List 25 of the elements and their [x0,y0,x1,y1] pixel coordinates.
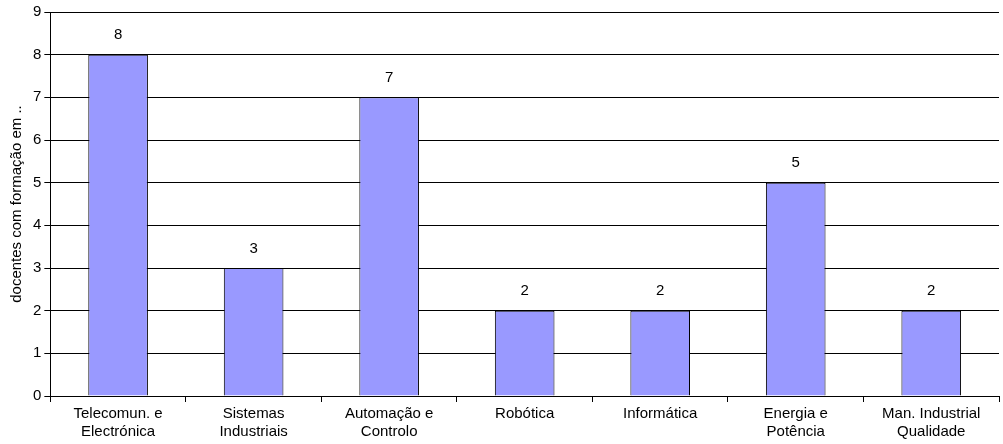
data-label: 5 [791,153,800,171]
data-label: 3 [249,238,258,256]
y-tick-label: 4 [33,215,42,233]
y-tick-label: 0 [33,386,42,404]
data-label: 2 [656,281,665,299]
y-tick-label: 6 [33,130,42,148]
data-label: 2 [927,281,936,299]
y-axis-title: docentes com formação em .. [7,105,25,303]
y-tick-label: 3 [33,258,42,276]
x-tick-label: Sistemas Industriais [219,404,288,440]
y-tick-label: 9 [33,2,42,20]
y-tick-label: 2 [33,300,42,318]
x-tick-label: Energia e Potência [763,404,828,440]
data-label: 7 [384,67,394,85]
x-tick-label: Telecomun. e Electrónica [73,404,163,440]
x-tick-label: Robótica [495,404,555,422]
y-tick-label: 5 [33,172,42,190]
x-tick-label: Man. Industrial Qualidade [882,404,981,440]
x-tick-label: Informática [623,404,698,422]
data-label: 2 [520,281,529,299]
y-tick-label: 7 [33,87,42,105]
data-label: 8 [113,25,123,43]
y-tick-label: 8 [33,44,42,62]
y-tick-label: 1 [33,343,42,361]
x-tick-label: Automação e Controlo [344,404,434,440]
